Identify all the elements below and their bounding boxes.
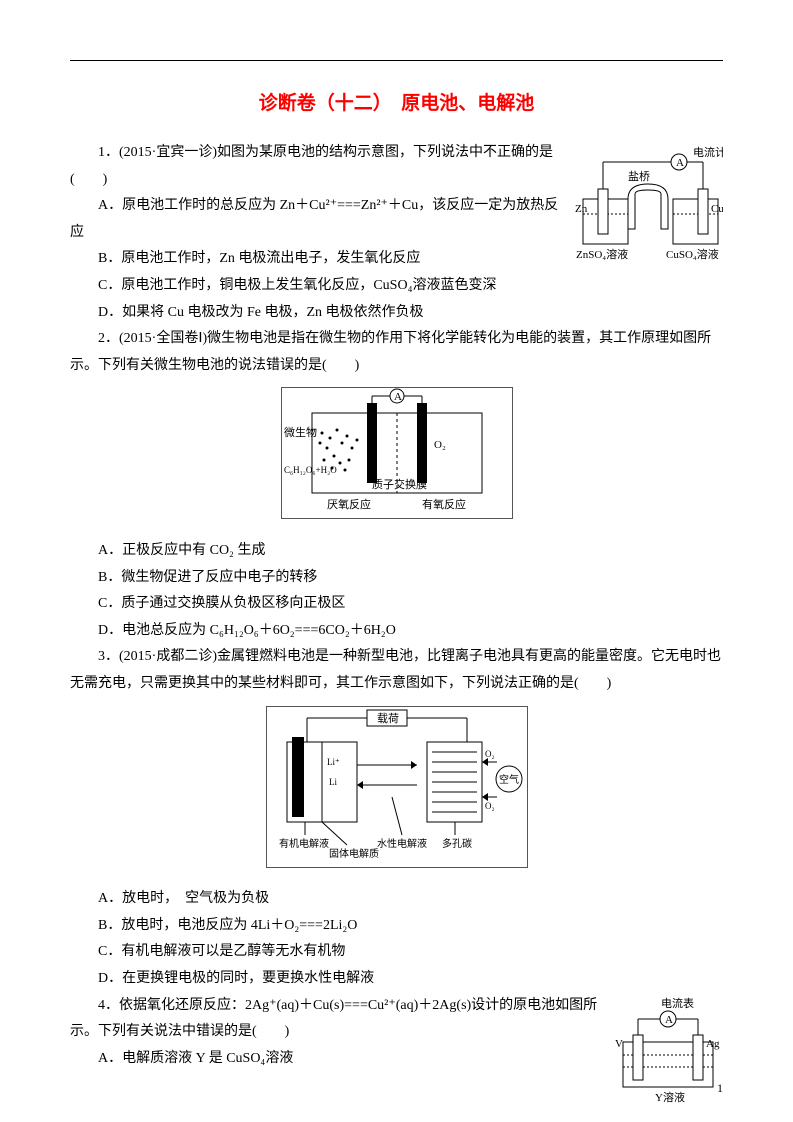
fuel-label: C₆H₁₂O₆+H₂O	[284, 465, 337, 475]
ag-electrode-label: Ag	[706, 1038, 720, 1050]
anaerobic-label: 厌氧反应	[327, 497, 371, 511]
cu-electrode-label: Cu	[711, 203, 723, 215]
q1-optD: D．如果将 Cu 电极改为 Fe 电极，Zn 电极依然作负极	[70, 300, 723, 327]
y-solution-label: Y溶液	[655, 1090, 685, 1104]
li-ion-label: Li⁺	[327, 757, 340, 767]
li-atom-label: Li	[329, 777, 337, 787]
q3-optB: B．放电时，电池反应为 4Li＋O₂===2Li₂O	[70, 913, 723, 940]
page-number: 1	[717, 1077, 723, 1100]
q2-optA: A．正极反应中有 CO₂ 生成	[70, 538, 723, 565]
organic-label: 有机电解液	[279, 837, 329, 850]
o2-up-label: O₂	[485, 749, 495, 759]
page-title: 诊断卷（十二） 原电池、电解池	[70, 86, 723, 122]
salt-bridge-label: 盐桥	[628, 170, 650, 183]
v-electrode-label: V	[615, 1038, 623, 1050]
znso4-label: ZnSO₄溶液	[576, 247, 628, 261]
aqueous-label: 水性电解液	[377, 837, 427, 850]
q4-figure: 电流表 A V Ag Y溶液	[613, 997, 723, 1118]
air-label: 空气	[499, 773, 519, 786]
porous-label: 多孔碳	[442, 837, 472, 850]
microbe-label: 微生物	[284, 425, 317, 439]
q1-optC: C．原电池工作时，铜电极上发生氧化反应，CuSO₄溶液蓝色变深	[70, 273, 723, 300]
solid-label: 固体电解质	[329, 847, 379, 860]
q4-a-symbol: A	[665, 1014, 673, 1026]
q4-ammeter-label: 电流表	[661, 997, 694, 1010]
q2-ammeter-a: A	[394, 391, 402, 403]
aerobic-label: 有氧反应	[422, 497, 466, 511]
li-metal-label: 锂	[295, 778, 304, 789]
q2-stem: 2．(2015·全国卷Ⅰ)微生物电池是指在微生物的作用下将化学能转化为电能的装置…	[70, 326, 723, 379]
q3-optA: A．放电时， 空气极为负极	[70, 886, 723, 913]
q3-figure: 载荷 锂 Li⁺ Li O₂	[70, 706, 723, 879]
top-rule	[70, 60, 723, 61]
q3-stem: 3．(2015·成都二诊)金属锂燃料电池是一种新型电池，比锂离子电池具有更高的能…	[70, 644, 723, 697]
ammeter-a: A	[676, 157, 684, 169]
ammeter-label: 电流计	[693, 145, 723, 159]
zn-electrode-label: Zn	[575, 203, 588, 215]
q3-optC: C．有机电解液可以是乙醇等无水有机物	[70, 939, 723, 966]
cuso4-label: CuSO₄溶液	[666, 247, 719, 261]
o2-down-label: O₂	[485, 801, 495, 811]
q2-optB: B．微生物促进了反应中电子的转移	[70, 565, 723, 592]
q3-optD: D．在更换锂电极的同时，要更换水性电解液	[70, 966, 723, 993]
q2-optC: C．质子通过交换膜从负极区移向正极区	[70, 591, 723, 618]
load-label: 载荷	[377, 712, 399, 725]
membrane-label: 质子交换膜	[372, 477, 427, 491]
o2-label: O₂	[434, 439, 446, 451]
q2-optD: D．电池总反应为 C₆H₁₂O₆＋6O₂===6CO₂＋6H₂O	[70, 618, 723, 645]
q2-figure: A 微生物 C₆H₁₂O₆+H₂O O₂ 质子交换膜 厌氧反应 有氧反应	[70, 387, 723, 530]
q1-figure: 电流计 A 盐桥 Zn Cu ZnSO₄溶液 CuSO₄溶液	[573, 144, 723, 275]
